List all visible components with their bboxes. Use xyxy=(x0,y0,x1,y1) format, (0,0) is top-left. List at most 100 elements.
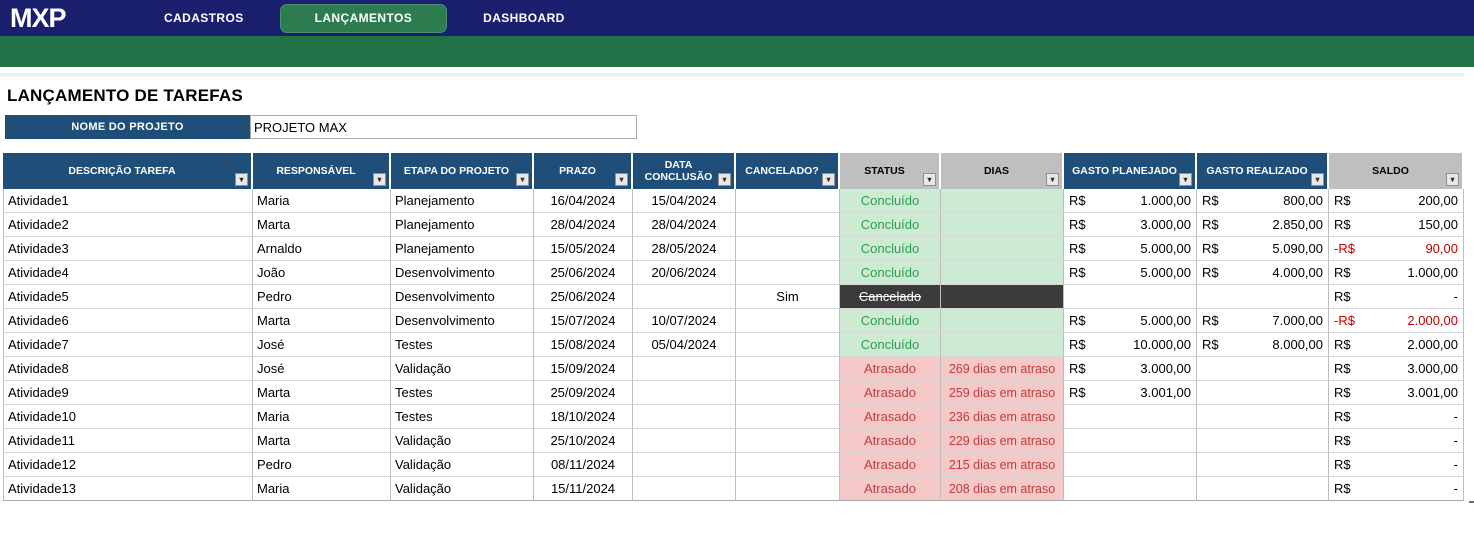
cell-desc[interactable]: Atividade9 xyxy=(3,381,253,405)
cell-desc[interactable]: Atividade2 xyxy=(3,213,253,237)
cell-dias[interactable] xyxy=(941,237,1064,261)
cell-cancelado[interactable] xyxy=(736,309,840,333)
cell-prazo[interactable]: 28/04/2024 xyxy=(534,213,633,237)
cell-cancelado[interactable] xyxy=(736,405,840,429)
cell-etapa[interactable]: Desenvolvimento xyxy=(391,285,534,309)
filter-dropdown-icon[interactable]: ▾ xyxy=(822,173,835,186)
cell-conclusao[interactable] xyxy=(633,429,736,453)
cell-desc[interactable]: Atividade7 xyxy=(3,333,253,357)
cell-saldo[interactable]: R$ 3.000,00 xyxy=(1329,357,1464,381)
cell-dias[interactable] xyxy=(941,309,1064,333)
cell-status[interactable]: Atrasado xyxy=(840,381,941,405)
cell-dias[interactable] xyxy=(941,333,1064,357)
cell-status[interactable]: Concluído xyxy=(840,189,941,213)
cell-conclusao[interactable]: 28/04/2024 xyxy=(633,213,736,237)
cell-prazo[interactable]: 15/11/2024 xyxy=(534,477,633,501)
cell-desc[interactable]: Atividade1 xyxy=(3,189,253,213)
cell-etapa[interactable]: Validação xyxy=(391,477,534,501)
cell-status[interactable]: Atrasado xyxy=(840,453,941,477)
cell-gasto_realizado[interactable] xyxy=(1197,429,1329,453)
cell-status[interactable]: Concluído xyxy=(840,261,941,285)
cell-dias[interactable]: 208 dias em atraso xyxy=(941,477,1064,501)
cell-dias[interactable]: 236 dias em atraso xyxy=(941,405,1064,429)
cell-saldo[interactable]: -R$ 2.000,00 xyxy=(1329,309,1464,333)
cell-dias[interactable] xyxy=(941,213,1064,237)
cell-status[interactable]: Cancelado xyxy=(840,285,941,309)
cell-cancelado[interactable] xyxy=(736,477,840,501)
cell-desc[interactable]: Atividade4 xyxy=(3,261,253,285)
cell-prazo[interactable]: 15/09/2024 xyxy=(534,357,633,381)
cell-conclusao[interactable]: 20/06/2024 xyxy=(633,261,736,285)
cell-saldo[interactable]: R$ 2.000,00 xyxy=(1329,333,1464,357)
cell-gasto_planejado[interactable]: R$ 5.000,00 xyxy=(1064,261,1197,285)
cell-cancelado[interactable] xyxy=(736,357,840,381)
cell-resp[interactable]: Maria xyxy=(253,405,391,429)
cell-etapa[interactable]: Validação xyxy=(391,429,534,453)
cell-cancelado[interactable] xyxy=(736,261,840,285)
filter-dropdown-icon[interactable]: ▾ xyxy=(615,173,628,186)
filter-dropdown-icon[interactable]: ▾ xyxy=(373,173,386,186)
cell-cancelado[interactable] xyxy=(736,333,840,357)
cell-etapa[interactable]: Validação xyxy=(391,357,534,381)
cell-conclusao[interactable] xyxy=(633,453,736,477)
cell-saldo[interactable]: R$ - xyxy=(1329,453,1464,477)
cell-conclusao[interactable] xyxy=(633,477,736,501)
cell-saldo[interactable]: R$ 1.000,00 xyxy=(1329,261,1464,285)
cell-desc[interactable]: Atividade13 xyxy=(3,477,253,501)
cell-saldo[interactable]: R$ 200,00 xyxy=(1329,189,1464,213)
cell-desc[interactable]: Atividade5 xyxy=(3,285,253,309)
cell-etapa[interactable]: Desenvolvimento xyxy=(391,261,534,285)
cell-dias[interactable]: 229 dias em atraso xyxy=(941,429,1064,453)
cell-resp[interactable]: Pedro xyxy=(253,453,391,477)
cell-conclusao[interactable]: 28/05/2024 xyxy=(633,237,736,261)
cell-status[interactable]: Concluído xyxy=(840,237,941,261)
filter-dropdown-icon[interactable]: ▾ xyxy=(1046,173,1059,186)
cell-conclusao[interactable]: 05/04/2024 xyxy=(633,333,736,357)
cell-gasto_planejado[interactable]: R$ 5.000,00 xyxy=(1064,309,1197,333)
cell-gasto_planejado[interactable] xyxy=(1064,453,1197,477)
filter-dropdown-icon[interactable]: ▾ xyxy=(718,173,731,186)
cell-cancelado[interactable] xyxy=(736,237,840,261)
cell-gasto_planejado[interactable]: R$ 1.000,00 xyxy=(1064,189,1197,213)
cell-desc[interactable]: Atividade6 xyxy=(3,309,253,333)
filter-dropdown-icon[interactable]: ▾ xyxy=(923,173,936,186)
cell-gasto_planejado[interactable]: R$ 3.001,00 xyxy=(1064,381,1197,405)
cell-resp[interactable]: José xyxy=(253,357,391,381)
cell-gasto_realizado[interactable] xyxy=(1197,285,1329,309)
filter-dropdown-icon[interactable]: ▾ xyxy=(516,173,529,186)
cell-saldo[interactable]: R$ 150,00 xyxy=(1329,213,1464,237)
cell-etapa[interactable]: Planejamento xyxy=(391,213,534,237)
cell-conclusao[interactable]: 15/04/2024 xyxy=(633,189,736,213)
cell-etapa[interactable]: Desenvolvimento xyxy=(391,309,534,333)
cell-gasto_realizado[interactable] xyxy=(1197,405,1329,429)
cell-cancelado[interactable] xyxy=(736,213,840,237)
tab-lancamentos[interactable]: LANÇAMENTOS xyxy=(279,3,448,33)
cell-gasto_planejado[interactable] xyxy=(1064,285,1197,309)
cell-resp[interactable]: Marta xyxy=(253,429,391,453)
cell-prazo[interactable]: 25/09/2024 xyxy=(534,381,633,405)
cell-gasto_realizado[interactable]: R$ 5.090,00 xyxy=(1197,237,1329,261)
cell-resp[interactable]: Maria xyxy=(253,477,391,501)
cell-gasto_planejado[interactable] xyxy=(1064,405,1197,429)
cell-conclusao[interactable] xyxy=(633,357,736,381)
cell-dias[interactable]: 215 dias em atraso xyxy=(941,453,1064,477)
cell-saldo[interactable]: R$ - xyxy=(1329,285,1464,309)
cell-gasto_realizado[interactable] xyxy=(1197,357,1329,381)
cell-gasto_realizado[interactable] xyxy=(1197,477,1329,501)
cell-prazo[interactable]: 15/08/2024 xyxy=(534,333,633,357)
cell-status[interactable]: Concluído xyxy=(840,333,941,357)
cell-saldo[interactable]: -R$ 90,00 xyxy=(1329,237,1464,261)
cell-conclusao[interactable] xyxy=(633,285,736,309)
cell-gasto_realizado[interactable]: R$ 2.850,00 xyxy=(1197,213,1329,237)
cell-dias[interactable] xyxy=(941,189,1064,213)
cell-etapa[interactable]: Planejamento xyxy=(391,189,534,213)
cell-resp[interactable]: Marta xyxy=(253,381,391,405)
tab-cadastros[interactable]: CADASTROS xyxy=(164,11,244,25)
cell-saldo[interactable]: R$ - xyxy=(1329,429,1464,453)
cell-conclusao[interactable] xyxy=(633,405,736,429)
cell-status[interactable]: Atrasado xyxy=(840,405,941,429)
cell-desc[interactable]: Atividade10 xyxy=(3,405,253,429)
cell-resp[interactable]: Arnaldo xyxy=(253,237,391,261)
cell-cancelado[interactable] xyxy=(736,381,840,405)
cell-conclusao[interactable] xyxy=(633,381,736,405)
